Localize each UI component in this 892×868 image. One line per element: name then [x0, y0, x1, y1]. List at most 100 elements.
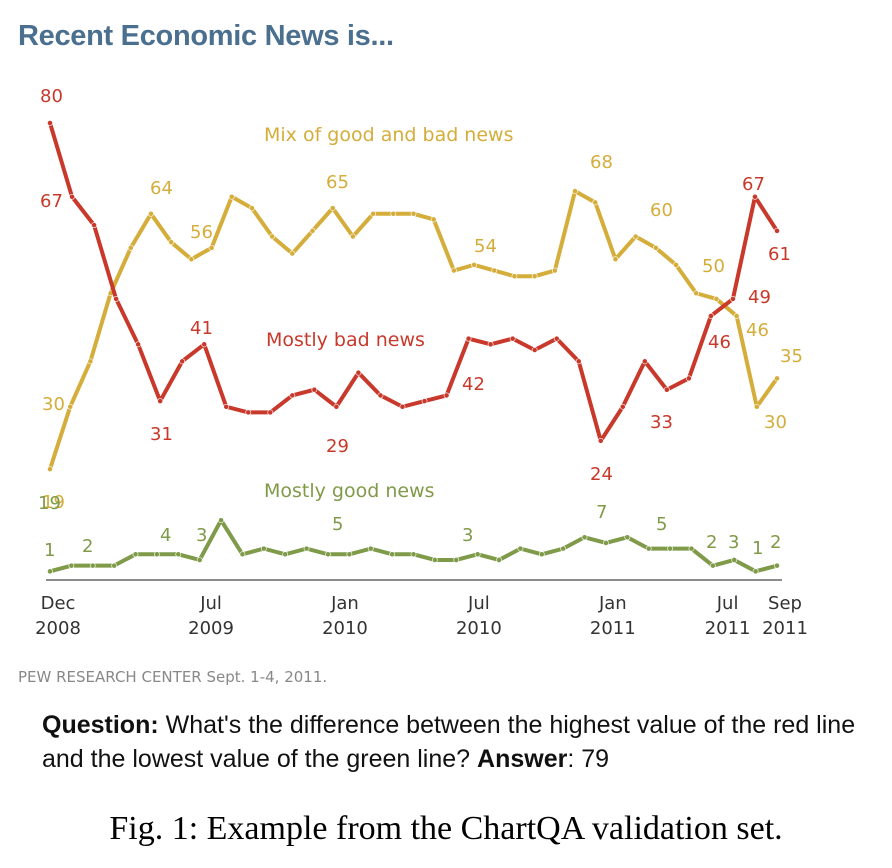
data-point: [127, 244, 134, 251]
data-label: 4: [160, 525, 171, 546]
data-point: [377, 392, 384, 399]
data-point: [47, 120, 53, 126]
data-label: 5: [332, 514, 343, 535]
data-point: [370, 210, 377, 217]
data-label: 68: [590, 152, 613, 173]
source-note: PEW RESEARCH CENTER Sept. 1-4, 2011.: [18, 668, 328, 686]
data-point: [325, 551, 331, 558]
x-tick-label: Jan: [598, 593, 627, 614]
data-point: [188, 256, 195, 263]
data-point: [67, 403, 74, 410]
data-point: [471, 261, 477, 268]
data-point: [632, 233, 639, 240]
data-point: [531, 273, 538, 280]
data-point: [431, 557, 438, 563]
data-point: [713, 296, 720, 302]
data-point: [329, 205, 336, 212]
data-point: [208, 244, 215, 251]
data-point: [708, 313, 714, 319]
data-label: 46: [746, 320, 769, 341]
data-point: [491, 267, 498, 274]
x-tick-label: Jul: [467, 593, 490, 614]
data-point: [597, 437, 604, 444]
chart-title: Recent Economic News is...: [18, 20, 394, 52]
data-point: [645, 545, 652, 552]
x-tick-label: 2011: [762, 618, 808, 639]
data-point: [603, 540, 609, 546]
data-point: [538, 551, 545, 558]
data-label: 1: [752, 538, 763, 559]
data-label: 80: [40, 86, 63, 107]
data-point: [450, 267, 457, 274]
data-point: [410, 210, 417, 217]
data-point: [581, 534, 588, 541]
data-point: [688, 545, 695, 552]
x-tick-label: 2011: [705, 618, 751, 639]
data-point: [179, 358, 186, 365]
data-point: [553, 335, 560, 342]
x-tick-label: Jul: [199, 593, 222, 614]
data-label: 5: [656, 514, 667, 535]
data-point: [652, 244, 659, 251]
data-label: 19: [38, 493, 61, 514]
line-chart: Mix of good and bad news Mostly bad news M…: [35, 86, 808, 639]
data-point: [132, 551, 139, 558]
data-label: 7: [596, 502, 607, 523]
data-point: [575, 358, 582, 365]
data-point: [260, 545, 267, 552]
data-label: 2: [82, 536, 93, 557]
data-point: [619, 403, 626, 410]
data-point: [87, 358, 94, 365]
data-point: [346, 551, 353, 558]
data-point: [443, 392, 450, 399]
data-point: [303, 545, 310, 552]
data-point: [730, 296, 736, 302]
data-label: 2: [770, 532, 781, 553]
data-point: [309, 227, 316, 234]
data-point: [774, 227, 780, 234]
x-tick-label: 2011: [590, 618, 636, 639]
x-tick-label: Jul: [716, 593, 739, 614]
series-label: Mix of good and bad news: [264, 124, 513, 146]
data-point: [663, 386, 670, 393]
data-point: [453, 557, 460, 563]
data-point: [673, 261, 679, 268]
data-point: [487, 341, 494, 348]
data-label: 56: [190, 222, 213, 243]
data-label: 3: [462, 525, 473, 546]
data-point: [752, 193, 758, 200]
data-label: 67: [742, 174, 765, 195]
data-point: [430, 216, 437, 223]
data-label: 3: [196, 525, 207, 546]
x-tick-label: Jan: [330, 593, 359, 614]
data-point: [592, 199, 599, 206]
data-point: [733, 313, 740, 319]
data-point: [685, 375, 692, 382]
data-point: [752, 568, 759, 575]
x-tick-label: Dec: [41, 593, 76, 614]
x-tick-label: Sep: [768, 593, 802, 614]
data-label: 46: [708, 332, 731, 353]
data-point: [113, 296, 119, 302]
data-point: [154, 551, 160, 558]
data-point: [89, 562, 96, 569]
data-point: [693, 290, 700, 297]
data-label: 64: [150, 178, 173, 199]
data-label: 61: [768, 244, 791, 265]
data-label: 30: [764, 412, 787, 433]
x-tick-label: 2008: [35, 618, 81, 639]
data-point: [753, 403, 760, 410]
data-label: 31: [150, 424, 173, 445]
data-point: [69, 193, 75, 200]
data-point: [465, 335, 472, 342]
data-label: 41: [190, 318, 213, 339]
data-label: 49: [748, 287, 771, 308]
data-point: [367, 545, 374, 552]
series-label: Mostly good news: [264, 480, 435, 502]
data-label: 50: [702, 256, 725, 277]
figure-caption: Fig. 1: Example from the ChartQA validat…: [109, 810, 783, 847]
data-point: [355, 369, 362, 376]
x-tick-label: 2010: [322, 618, 368, 639]
data-point: [282, 551, 289, 558]
data-point: [135, 341, 142, 348]
